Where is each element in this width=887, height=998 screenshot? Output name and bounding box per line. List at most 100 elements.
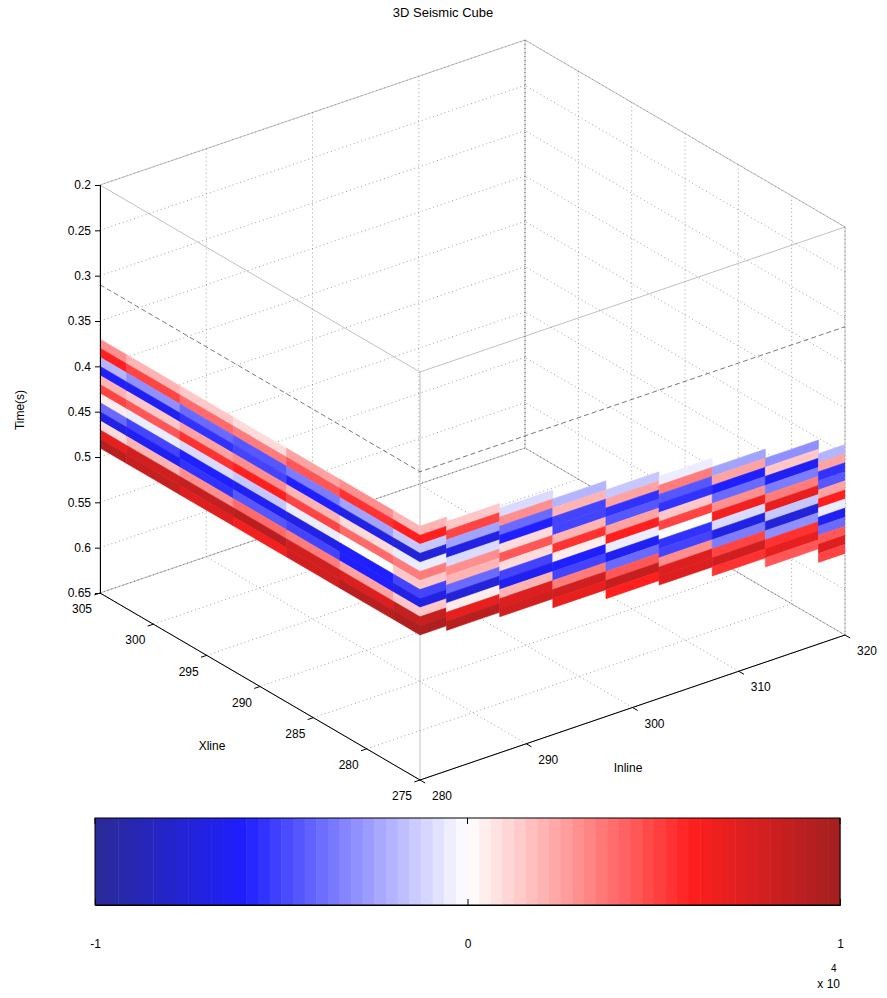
z-tick-mark	[95, 185, 100, 186]
grid-line	[100, 40, 525, 185]
grid-line	[525, 221, 845, 408]
colorbar-band	[712, 818, 724, 905]
colorbar-band	[793, 818, 805, 905]
colorbar-band	[130, 818, 142, 905]
colorbar-band	[444, 818, 456, 905]
z-tick: 0.55	[68, 496, 100, 510]
colorbar: -1014x 10	[90, 818, 844, 991]
grid-line	[100, 267, 525, 412]
x-tick-label: 295	[179, 665, 199, 679]
grid-line	[525, 40, 845, 227]
colorbar-band	[351, 818, 363, 905]
colorbar-band	[246, 818, 258, 905]
colorbar-band	[630, 818, 642, 905]
z-tick: 0.3	[74, 269, 100, 283]
colorbar-tick: 0	[465, 899, 472, 951]
z-tick: 0.65	[68, 586, 100, 600]
grid-line	[525, 267, 845, 454]
colorbar-tick-mark	[468, 899, 469, 905]
z-tick-mark	[95, 502, 100, 503]
colorbar-scale-label: x 10	[817, 977, 840, 991]
x-tick-mark	[308, 718, 314, 720]
seismic-cell	[553, 581, 606, 608]
colorbar-band	[817, 818, 829, 905]
x-tick-label: 300	[125, 633, 145, 647]
colorbar-band	[293, 818, 305, 905]
x-tick-label: 285	[285, 727, 305, 741]
title: 3D Seismic Cube	[393, 5, 493, 20]
x-tick-mark	[254, 687, 260, 689]
grid-line	[525, 40, 526, 448]
y-axis-title: Inline	[614, 761, 643, 775]
colorbar-band	[421, 818, 433, 905]
seismic-cell	[712, 549, 765, 576]
colorbar-band	[316, 818, 328, 905]
x-axis: 275280285290295300305	[72, 593, 420, 803]
colorbar-band	[747, 818, 759, 905]
grid-line	[367, 604, 792, 749]
seismic-cell	[100, 439, 127, 464]
y-tick-label: 310	[751, 680, 771, 694]
grid-line	[525, 131, 845, 318]
colorbar-band	[782, 818, 794, 905]
colorbar-band	[398, 818, 410, 905]
seismic-cell	[287, 548, 340, 588]
colorbar-band	[689, 818, 701, 905]
colorbar-band	[735, 818, 747, 905]
colorbar-band	[770, 818, 782, 905]
colorbar-axis-line	[96, 899, 841, 906]
colorbar-band	[200, 818, 212, 905]
z-tick-mark	[95, 230, 100, 231]
colorbar-tick-label: -1	[90, 937, 101, 951]
colorbar-band	[142, 818, 154, 905]
colorbar-band	[188, 818, 200, 905]
grid-line	[525, 85, 845, 272]
seismic-cell	[127, 454, 180, 494]
y-tick-mark	[845, 635, 850, 638]
z-tick-label: 0.25	[68, 224, 92, 238]
colorbar-band	[572, 818, 584, 905]
seismic-cell	[393, 610, 446, 635]
colorbar-band	[828, 818, 840, 905]
z-tick: 0.35	[68, 314, 100, 328]
colorbar-band	[584, 818, 596, 905]
colorbar-band	[386, 818, 398, 905]
colorbar-tick-label: 1	[837, 937, 844, 951]
grid-line	[100, 593, 420, 780]
y-tick-label: 300	[645, 717, 665, 731]
z-axis-line	[95, 186, 101, 594]
seismic-cell	[606, 572, 659, 599]
colorbar-band	[363, 818, 375, 905]
colorbar-band	[270, 818, 282, 905]
y-tick-label: 320	[857, 644, 877, 658]
grid	[100, 40, 845, 780]
z-axis: 0.20.250.30.350.40.450.50.550.60.65	[68, 178, 101, 600]
x-axis-title: Xline	[199, 739, 226, 753]
colorbar-band	[642, 818, 654, 905]
colorbar-band	[805, 818, 817, 905]
grid-line	[631, 102, 632, 510]
time-slice	[100, 285, 845, 472]
colorbar-band	[258, 818, 270, 905]
colorbar-tick-mark-top	[467, 818, 468, 824]
z-tick-mark	[95, 593, 100, 594]
grid-line	[525, 403, 845, 590]
z-tick: 0.2	[74, 178, 100, 192]
colorbar-band	[549, 818, 561, 905]
y-tick-label: 280	[432, 789, 452, 803]
colorbar-tick-mark-top	[95, 818, 96, 824]
z-tick-mark	[95, 457, 100, 458]
colorbar-band	[456, 818, 468, 905]
colorbar-band	[514, 818, 526, 905]
x-tick-label: 290	[232, 696, 252, 710]
z-tick-mark	[95, 548, 100, 549]
colorbar-band	[176, 818, 188, 905]
x-tick-mark	[414, 780, 420, 782]
box	[100, 40, 845, 780]
box-edge	[100, 185, 420, 372]
seismic-cell	[233, 517, 286, 557]
seismic-cell	[180, 486, 233, 526]
colorbar-tick-mark	[95, 899, 96, 905]
colorbar-band	[328, 818, 340, 905]
colorbar-band	[409, 818, 421, 905]
